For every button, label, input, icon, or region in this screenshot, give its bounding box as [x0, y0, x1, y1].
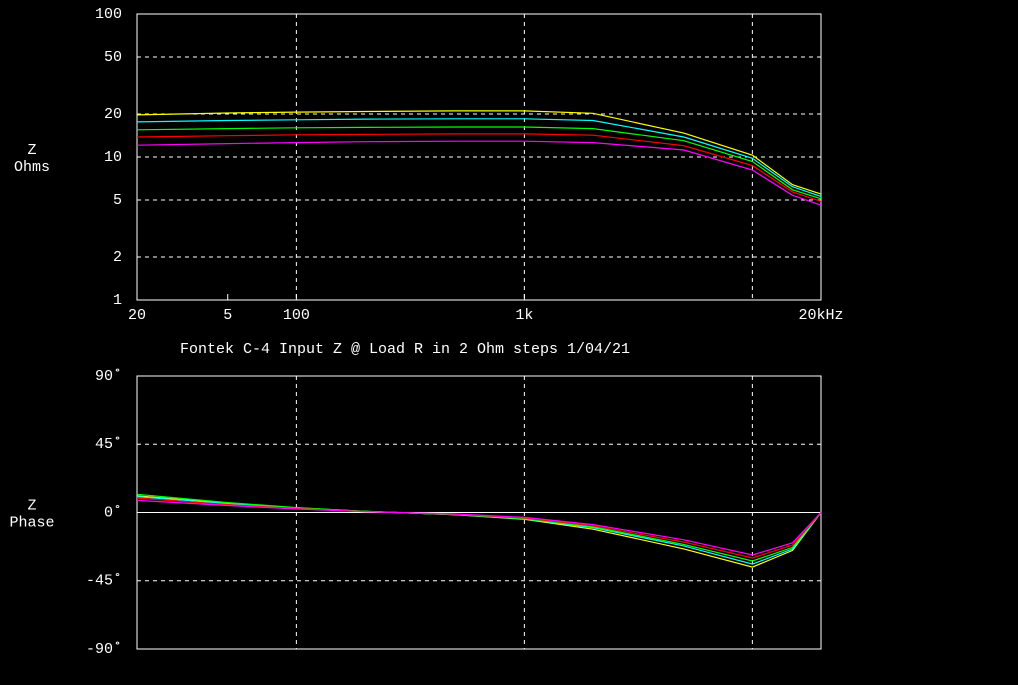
y-tick-label: 0˚: [104, 504, 122, 521]
series-line: [136, 499, 822, 556]
y-axis-label: Ohms: [14, 159, 50, 176]
chart-title: Fontek C-4 Input Z @ Load R in 2 Ohm ste…: [180, 341, 630, 358]
series-line: [136, 496, 822, 565]
x-tick-label: 100: [283, 307, 310, 324]
series-line: [136, 497, 822, 559]
y-tick-label: 5: [113, 192, 122, 209]
y-tick-label: 50: [104, 49, 122, 66]
y-tick-label: 10: [104, 149, 122, 166]
x-tick-label: 20: [128, 307, 146, 324]
series-line: [136, 133, 822, 202]
y-tick-label: -45˚: [86, 573, 122, 590]
x-tick-label: 5: [223, 307, 232, 324]
x-tick-label: 1k: [515, 307, 533, 324]
series-line: [136, 140, 822, 206]
plot-frame: [136, 13, 822, 301]
series-line: [136, 118, 822, 197]
y-tick-label: 100: [95, 6, 122, 23]
y-tick-label: 1: [113, 292, 122, 309]
y-axis-label: Z: [27, 142, 36, 159]
y-tick-label: 45˚: [95, 436, 122, 453]
y-tick-label: 20: [104, 106, 122, 123]
y-tick-label: 90˚: [95, 368, 122, 385]
x-tick-label: 20kHz: [798, 307, 843, 324]
y-axis-label: Phase: [9, 514, 54, 531]
series-line: [136, 110, 822, 195]
y-tick-label: 2: [113, 249, 122, 266]
y-axis-label: Z: [27, 497, 36, 514]
y-tick-label: -90˚: [86, 641, 122, 658]
series-line: [136, 126, 822, 200]
